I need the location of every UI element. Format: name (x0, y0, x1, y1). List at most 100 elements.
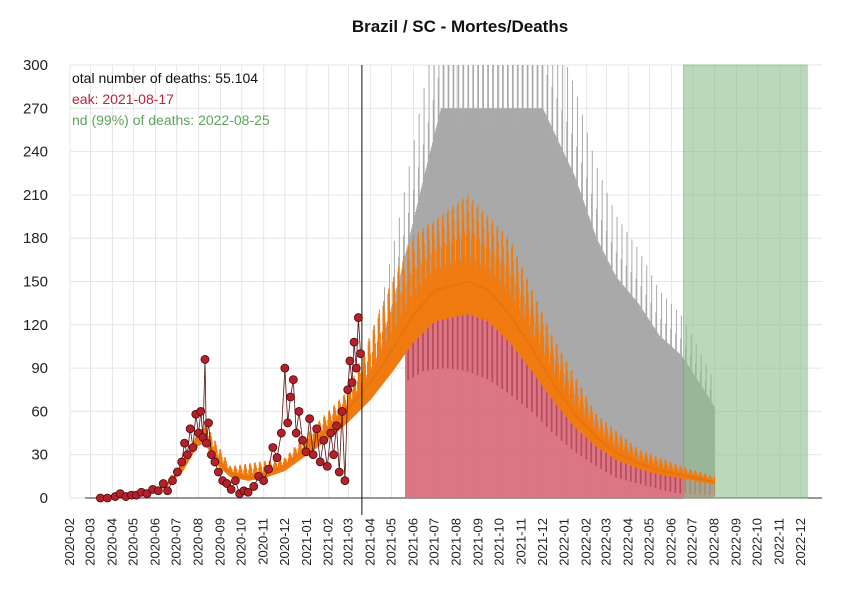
y-tick-label: 210 (23, 187, 48, 204)
observed-point (337, 406, 347, 416)
observed-point (312, 424, 322, 434)
observed-point (153, 486, 163, 496)
y-tick-label: 0 (40, 490, 48, 507)
x-tick-label: 2022-05 (642, 518, 657, 566)
observed-point (243, 487, 253, 497)
x-axis-ticks: 2020-02 2020-03 2020-04 2020-05 2020-06 2020-… (62, 518, 808, 566)
observed-point (188, 443, 198, 452)
annotation-text: otal number of deaths: 55.104 (72, 70, 258, 86)
observed-point (305, 414, 314, 424)
x-tick-label: 2020-02 (62, 518, 77, 566)
observed-point (280, 363, 290, 373)
x-tick-label: 2021-04 (362, 518, 377, 566)
observed-point (283, 418, 293, 428)
x-tick-label: 2021-12 (535, 518, 550, 566)
x-tick-label: 2020-03 (82, 518, 97, 566)
observed-point (294, 406, 304, 416)
observed-point (276, 428, 286, 438)
observed-point (334, 467, 344, 477)
observed-point (163, 486, 172, 496)
x-tick-label: 2021-06 (405, 518, 420, 566)
x-tick-label: 2020-05 (126, 518, 141, 566)
annotation-text: nd (99%) of deaths: 2022-08-25 (72, 112, 270, 128)
x-tick-label: 2020-11 (256, 518, 271, 565)
y-tick-label: 180 (23, 230, 48, 247)
observed-point (158, 479, 168, 488)
observed-point (249, 482, 259, 491)
observed-point (206, 450, 216, 460)
observed-point (230, 476, 240, 486)
x-tick-label: 2022-11 (772, 518, 787, 565)
plot-area (95, 64, 808, 515)
observed-point (353, 313, 363, 322)
observed-point (214, 467, 223, 477)
observed-point (345, 356, 355, 366)
observed-point (347, 378, 357, 387)
y-tick-label: 60 (31, 403, 48, 420)
x-tick-label: 2021-09 (471, 518, 486, 566)
observed-point (182, 450, 192, 460)
observed-point (319, 435, 329, 445)
x-tick-label: 2022-04 (620, 518, 635, 566)
observed-point (168, 476, 177, 486)
x-tick-label: 2020-12 (277, 518, 292, 566)
x-tick-label: 2022-08 (707, 518, 722, 566)
x-tick-label: 2021-07 (427, 518, 442, 566)
observed-point (286, 392, 295, 402)
annotations: otal number of deaths: 55.104 eak: 2021-0… (72, 70, 270, 128)
x-tick-label: 2020-06 (148, 518, 163, 566)
observed-point (264, 464, 274, 474)
observed-point (272, 453, 282, 462)
x-tick-label: 2022-12 (793, 518, 808, 566)
y-tick-label: 300 (23, 57, 48, 74)
x-tick-label: 2020-08 (191, 518, 206, 566)
observed-point (180, 438, 189, 448)
x-tick-label: 2020-04 (104, 518, 119, 566)
observed-point (308, 450, 318, 460)
observed-point (356, 349, 365, 359)
x-tick-label: 2021-02 (321, 518, 336, 566)
observed-point (298, 435, 307, 445)
x-tick-label: 2020-07 (169, 518, 184, 566)
chart-title: Brazil / SC - Mortes/Deaths (352, 17, 568, 36)
observed-point (326, 428, 336, 438)
x-tick-label: 2022-09 (728, 518, 743, 566)
x-tick-label: 2022-02 (579, 518, 594, 566)
observed-point (288, 375, 298, 385)
observed-point (340, 476, 350, 486)
observed-point (210, 457, 220, 467)
y-axis-ticks: 0 30 60 90 120 150 180 210 240 270 300 (23, 57, 48, 507)
x-tick-label: 2022-03 (598, 518, 613, 566)
observed-point (315, 457, 325, 467)
end-of-deaths-region (682, 64, 808, 499)
x-tick-label: 2021-08 (449, 518, 464, 566)
y-tick-label: 150 (23, 274, 48, 291)
observed-point (349, 337, 359, 347)
x-tick-label: 2021-11 (514, 518, 529, 565)
x-tick-label: 2022-06 (663, 518, 678, 566)
x-tick-label: 2020-09 (213, 518, 228, 566)
observed-point (322, 461, 332, 471)
observed-point (103, 493, 112, 503)
observed-point (202, 438, 211, 448)
y-tick-label: 90 (31, 360, 48, 377)
annotation-text: eak: 2021-08-17 (72, 91, 174, 107)
observed-point (173, 467, 182, 477)
observed-point (185, 424, 195, 434)
x-tick-label: 2022-07 (685, 518, 700, 566)
observed-point (343, 385, 353, 395)
observed-point (204, 418, 213, 428)
x-tick-label: 2021-05 (384, 518, 399, 566)
x-tick-label: 2022-10 (750, 518, 765, 566)
observed-point (259, 476, 269, 486)
observed-point (268, 443, 278, 452)
x-tick-label: 2021-03 (340, 518, 355, 566)
observed-point (351, 363, 361, 373)
x-tick-label: 2021-01 (299, 518, 314, 566)
y-tick-label: 270 (23, 100, 48, 117)
observed-point (177, 457, 187, 467)
y-tick-label: 240 (23, 144, 48, 161)
x-tick-label: 2021-10 (492, 518, 507, 566)
y-tick-label: 120 (23, 317, 48, 334)
observed-point (329, 450, 339, 460)
